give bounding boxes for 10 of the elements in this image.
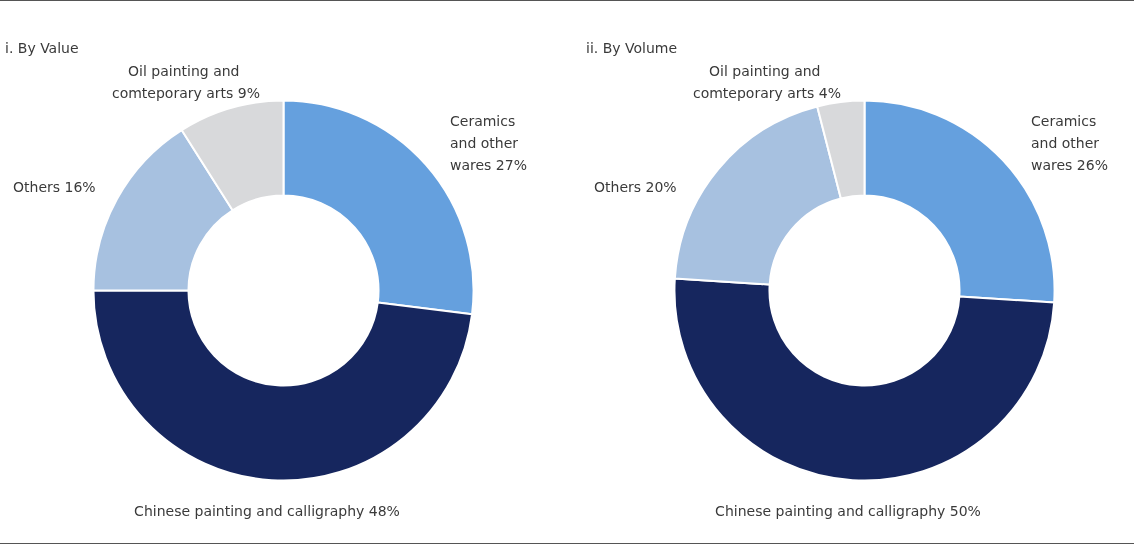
slice-label: Oil painting and comteporary arts 9% [111,63,261,101]
slice-label: Chinese painting and calligraphy 50% [715,503,981,519]
slice-label: Oil painting and comteporary arts 4% [692,63,842,101]
chart-title: i. By Value [5,40,79,56]
slice-label: Others 16% [13,179,96,195]
chart-title: ii. By Volume [586,40,678,56]
slice-label: Chinese painting and calligraphy 48% [134,503,400,519]
slice-label: Others 20% [594,179,677,195]
slice-label: Ceramics and other wares 26% [1031,113,1108,173]
slice-label: Ceramics and other wares 27% [450,113,527,173]
